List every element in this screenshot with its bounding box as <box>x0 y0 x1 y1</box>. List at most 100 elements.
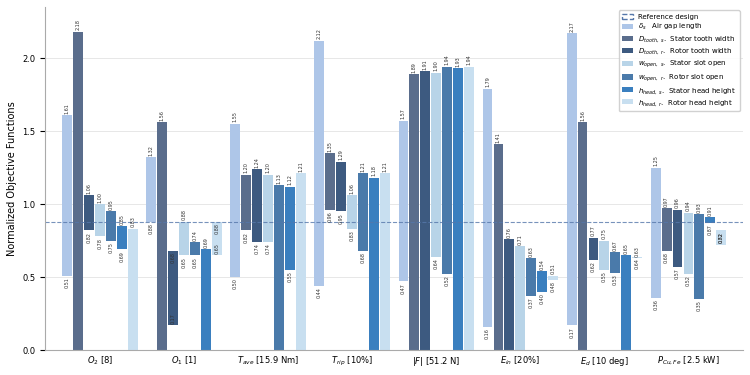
Bar <box>567 33 577 325</box>
Text: 0.62: 0.62 <box>591 261 596 272</box>
Text: 0.65: 0.65 <box>182 256 187 267</box>
Text: 0.68: 0.68 <box>664 252 669 263</box>
Text: 1.89: 1.89 <box>412 62 417 73</box>
Text: 0.44: 0.44 <box>317 287 322 298</box>
Bar <box>410 74 419 350</box>
Bar <box>347 195 357 229</box>
Text: 1.55: 1.55 <box>232 111 238 122</box>
Text: 1.18: 1.18 <box>371 165 376 176</box>
Text: 0.85: 0.85 <box>119 214 124 225</box>
Text: 0.82: 0.82 <box>244 232 249 243</box>
Text: 0.52: 0.52 <box>445 276 450 286</box>
Text: 0.96: 0.96 <box>328 211 333 222</box>
Text: 0.82: 0.82 <box>86 232 92 243</box>
Text: 0.69: 0.69 <box>119 251 124 261</box>
Text: 0.87: 0.87 <box>708 225 712 236</box>
Bar <box>201 249 211 350</box>
Text: 1.90: 1.90 <box>433 60 439 71</box>
Text: 1.79: 1.79 <box>485 76 490 87</box>
Text: 1.56: 1.56 <box>580 110 585 121</box>
Text: 1.06: 1.06 <box>86 183 92 194</box>
Bar <box>117 226 127 249</box>
Bar <box>211 222 222 255</box>
Text: 1.06: 1.06 <box>350 183 355 194</box>
Bar <box>380 173 390 350</box>
Text: 0.55: 0.55 <box>602 271 607 282</box>
Bar <box>230 124 240 277</box>
Bar <box>263 175 273 242</box>
Bar <box>190 242 200 255</box>
Bar <box>453 68 463 350</box>
Text: 0.77: 0.77 <box>591 225 596 236</box>
Text: 1.12: 1.12 <box>287 174 292 185</box>
Text: 1.57: 1.57 <box>401 108 406 119</box>
Text: 1.32: 1.32 <box>148 145 154 156</box>
Bar <box>464 67 474 350</box>
Bar <box>106 211 116 241</box>
Text: 0.97: 0.97 <box>664 196 669 207</box>
Text: 2.18: 2.18 <box>76 20 80 30</box>
Text: 0.17: 0.17 <box>569 327 574 338</box>
Text: 0.36: 0.36 <box>653 299 658 310</box>
Text: 0.72: 0.72 <box>718 232 724 243</box>
Text: 0.74: 0.74 <box>266 243 271 254</box>
Text: 1.20: 1.20 <box>244 162 249 173</box>
Bar <box>285 186 295 270</box>
Text: 1.41: 1.41 <box>496 132 501 143</box>
Bar <box>548 276 558 280</box>
Text: 0.37: 0.37 <box>529 297 534 308</box>
Text: 0.51: 0.51 <box>64 277 70 288</box>
Text: 0.64: 0.64 <box>433 258 439 269</box>
Bar <box>369 178 379 350</box>
Text: 1.25: 1.25 <box>653 155 658 166</box>
Text: 0.82: 0.82 <box>718 232 724 243</box>
Bar <box>358 173 368 251</box>
Text: 0.96: 0.96 <box>675 198 680 208</box>
Text: 1.13: 1.13 <box>277 173 281 184</box>
Bar <box>621 255 632 350</box>
Bar <box>421 71 430 350</box>
Bar <box>599 241 609 270</box>
Bar <box>483 89 493 327</box>
Bar <box>179 222 189 255</box>
Text: 1.00: 1.00 <box>98 192 103 202</box>
Y-axis label: Normalized Objective Functions: Normalized Objective Functions <box>7 101 17 256</box>
Bar <box>336 162 346 211</box>
Bar <box>578 122 587 350</box>
Text: 1.94: 1.94 <box>445 55 450 65</box>
Bar <box>314 40 324 286</box>
Text: 1.94: 1.94 <box>466 55 472 65</box>
Text: 0.93: 0.93 <box>697 202 702 213</box>
Text: 0.75: 0.75 <box>108 242 113 253</box>
Text: 0.94: 0.94 <box>686 201 691 211</box>
Text: 1.21: 1.21 <box>298 161 303 172</box>
Bar <box>662 209 671 251</box>
Bar <box>706 217 716 223</box>
Text: 1.93: 1.93 <box>455 56 460 67</box>
Text: 0.52: 0.52 <box>686 276 691 286</box>
Text: 0.53: 0.53 <box>613 274 618 285</box>
Text: 0.65: 0.65 <box>624 243 628 254</box>
Text: 1.20: 1.20 <box>266 162 271 173</box>
Bar <box>632 256 642 258</box>
Text: 0.68: 0.68 <box>170 252 176 263</box>
Bar <box>526 258 536 296</box>
Bar <box>84 195 94 230</box>
Text: 0.16: 0.16 <box>485 328 490 339</box>
Text: 0.17: 0.17 <box>170 313 176 324</box>
Bar <box>505 239 515 350</box>
Text: 0.57: 0.57 <box>675 268 680 279</box>
Text: 0.64: 0.64 <box>634 258 640 269</box>
Bar <box>515 246 525 350</box>
Text: 0.83: 0.83 <box>350 230 355 241</box>
Bar <box>537 271 547 292</box>
Bar <box>252 169 262 242</box>
Text: 1.21: 1.21 <box>361 161 365 172</box>
Text: 2.12: 2.12 <box>317 28 322 39</box>
Text: 0.95: 0.95 <box>108 199 113 210</box>
Text: 1.35: 1.35 <box>328 141 333 152</box>
Bar <box>146 158 156 222</box>
Text: 0.48: 0.48 <box>550 282 556 292</box>
Text: 0.88: 0.88 <box>214 223 219 234</box>
Bar <box>296 173 306 350</box>
